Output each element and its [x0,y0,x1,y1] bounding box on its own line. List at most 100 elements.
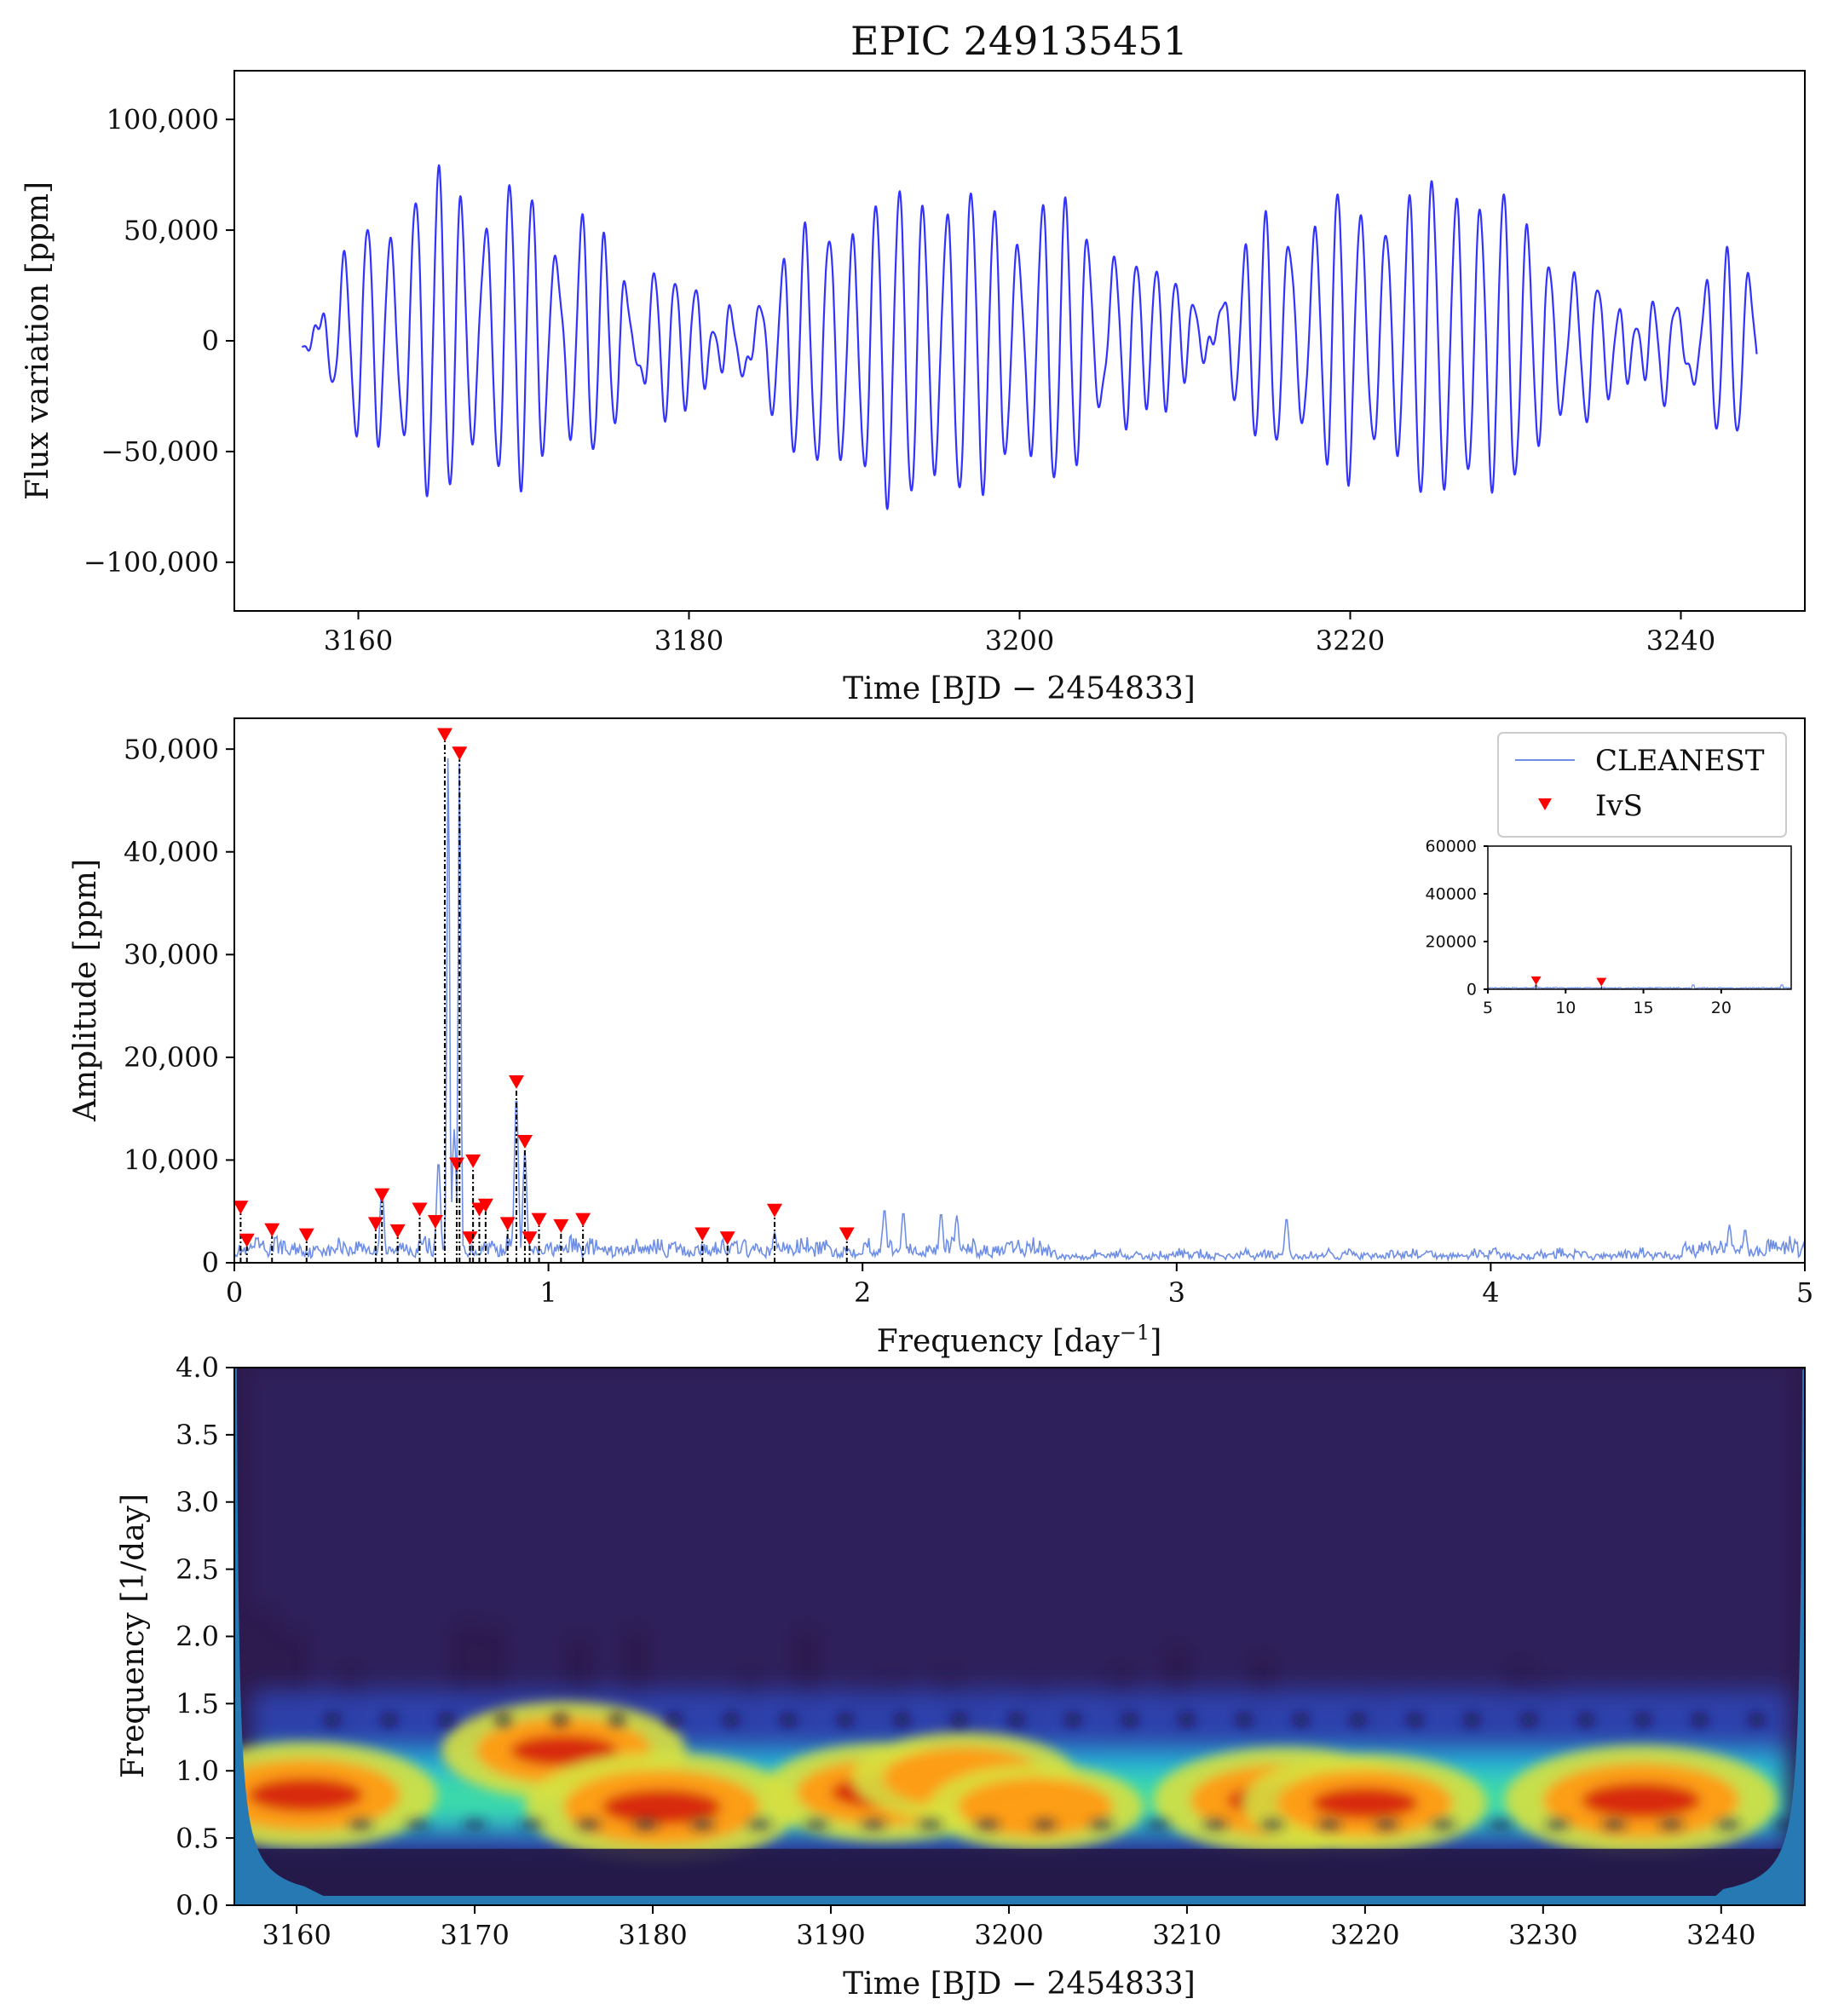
wavelet-streak [1429,1368,1438,1733]
dark-lobe [1203,1820,1227,1829]
ivs-marker [465,1155,481,1168]
dark-lobe [1659,1820,1683,1829]
dark-lobe [1489,1820,1513,1829]
dark-lobe [895,1714,910,1725]
dark-lobe [463,1820,487,1829]
x-tick-label: 3230 [1508,1919,1577,1951]
dark-lobe [325,1714,340,1725]
amplitude-spectrum-panel: 012345 010,00020,00030,00040,00050,000 F… [68,718,1813,1359]
wavelet-streak [318,1368,326,1724]
ivs-marker [575,1213,591,1227]
dark-lobe [520,1820,544,1829]
ivs-marker [509,1075,524,1089]
wavelet-streak [460,1368,469,1621]
x-tick-label: 10 [1555,999,1576,1017]
x-tick-label: 3170 [440,1919,509,1951]
wavelet-streak [1600,1368,1609,1724]
y-tick-label: −100,000 [84,546,219,579]
dark-lobe [1351,1714,1366,1725]
x-tick-label: 3200 [974,1919,1043,1951]
hotspot-core [1582,1783,1701,1818]
light-curve-series [303,165,1757,510]
inset-x-ticks: 5 10 15 20 [1483,989,1732,1017]
y-tick-label: 1.5 [176,1688,219,1720]
x-tick-label: 5 [1796,1276,1813,1309]
x-tick-label: 0 [226,1276,243,1309]
x-tick-label: 3210 [1152,1919,1221,1951]
dark-lobe [1236,1714,1252,1725]
y-tick-label: 100,000 [107,103,219,135]
wavelet-streak [1372,1368,1380,1697]
dark-lobe [406,1820,429,1829]
wavelet-streak [859,1368,867,1687]
x-tick-label: 3240 [1686,1919,1755,1951]
dark-lobe [1317,1820,1341,1829]
ivs-marker [839,1227,855,1241]
dark-lobe [862,1820,885,1829]
x-tick-label: 3190 [796,1919,865,1951]
dark-lobe [577,1820,601,1829]
x-tick-label: 3220 [1330,1919,1399,1951]
y-tick-label: 40,000 [124,836,219,868]
dark-lobe [691,1820,715,1829]
dark-lobe [1033,1820,1057,1829]
wavelet-streak [1259,1368,1267,1656]
ivs-marker [239,1234,255,1247]
light-curve-frame [234,71,1805,611]
ivs-marker [374,1189,389,1202]
light-curve-x-label: Time [BJD − 2454833] [843,671,1196,706]
wavelet-streak [1173,1368,1181,1646]
hotspot-core [1311,1788,1418,1819]
figure-title: EPIC 249135451 [850,18,1188,64]
x-tick-label: 3180 [618,1919,687,1951]
dark-lobe [1294,1714,1309,1725]
dark-lobe [951,1714,966,1725]
dark-lobe [1065,1714,1081,1725]
dark-lobe [781,1714,796,1725]
dark-lobe [1602,1820,1626,1829]
dark-lobe [976,1820,1000,1829]
legend: CLEANEST IvS [1498,733,1786,837]
hotspot-core [248,1778,363,1812]
wavelet-x-ticks: 3160 3170 3180 3190 3200 3210 3220 3230 3240 [262,1905,1755,1951]
light-curve-y-label: Flux variation [ppm] [20,181,55,500]
wavelet-streak [347,1368,355,1668]
wavelet-streak [945,1368,954,1672]
wavelet-heatmap [174,1368,1805,1905]
dark-lobe [496,1714,511,1725]
dark-lobe [1122,1714,1138,1725]
dark-lobe [1716,1820,1740,1829]
wavelet-streak [1202,1368,1210,1737]
wavelet-streak [631,1368,640,1629]
dark-lobe [1635,1714,1651,1725]
light-curve-x-ticks: 3160 3180 3200 3220 3240 [324,611,1715,657]
x-tick-label: 2 [854,1276,871,1309]
x-tick-label: 3 [1168,1276,1185,1309]
wavelet-streak [290,1368,298,1630]
ivs-marker [452,746,467,760]
x-tick-label: 1 [539,1276,556,1309]
wavelet-streak [574,1368,583,1637]
ivs-marker [767,1204,782,1218]
hotspot-core [602,1789,721,1825]
ivs-marker [299,1229,314,1242]
ivs-marker [694,1227,710,1241]
ivs-marker [368,1217,383,1230]
wavelet-streak [1315,1368,1323,1731]
inset-y-ticks: 0200004000060000 [1426,838,1488,999]
wavelet-streak [803,1368,811,1629]
y-tick-label: 50,000 [124,214,219,246]
x-tick-label: 3160 [262,1919,331,1951]
amplitude-spectrum-x-label: Frequency [day−1] [877,1321,1161,1359]
wavelet-streak [261,1368,269,1610]
wavelet-streak [1486,1368,1495,1705]
dark-lobe [634,1820,658,1829]
y-tick-label: 0 [202,325,219,357]
wavelet-streak [1115,1368,1124,1668]
wavelet-low-frequency-strip [234,1849,1805,1898]
legend-ivs-label: IvS [1595,789,1643,823]
legend-cleanest-label: CLEANEST [1595,744,1765,778]
dark-lobe [1179,1714,1195,1725]
y-tick-label: 1.0 [176,1754,219,1787]
x-tick-label: 20 [1711,999,1732,1017]
